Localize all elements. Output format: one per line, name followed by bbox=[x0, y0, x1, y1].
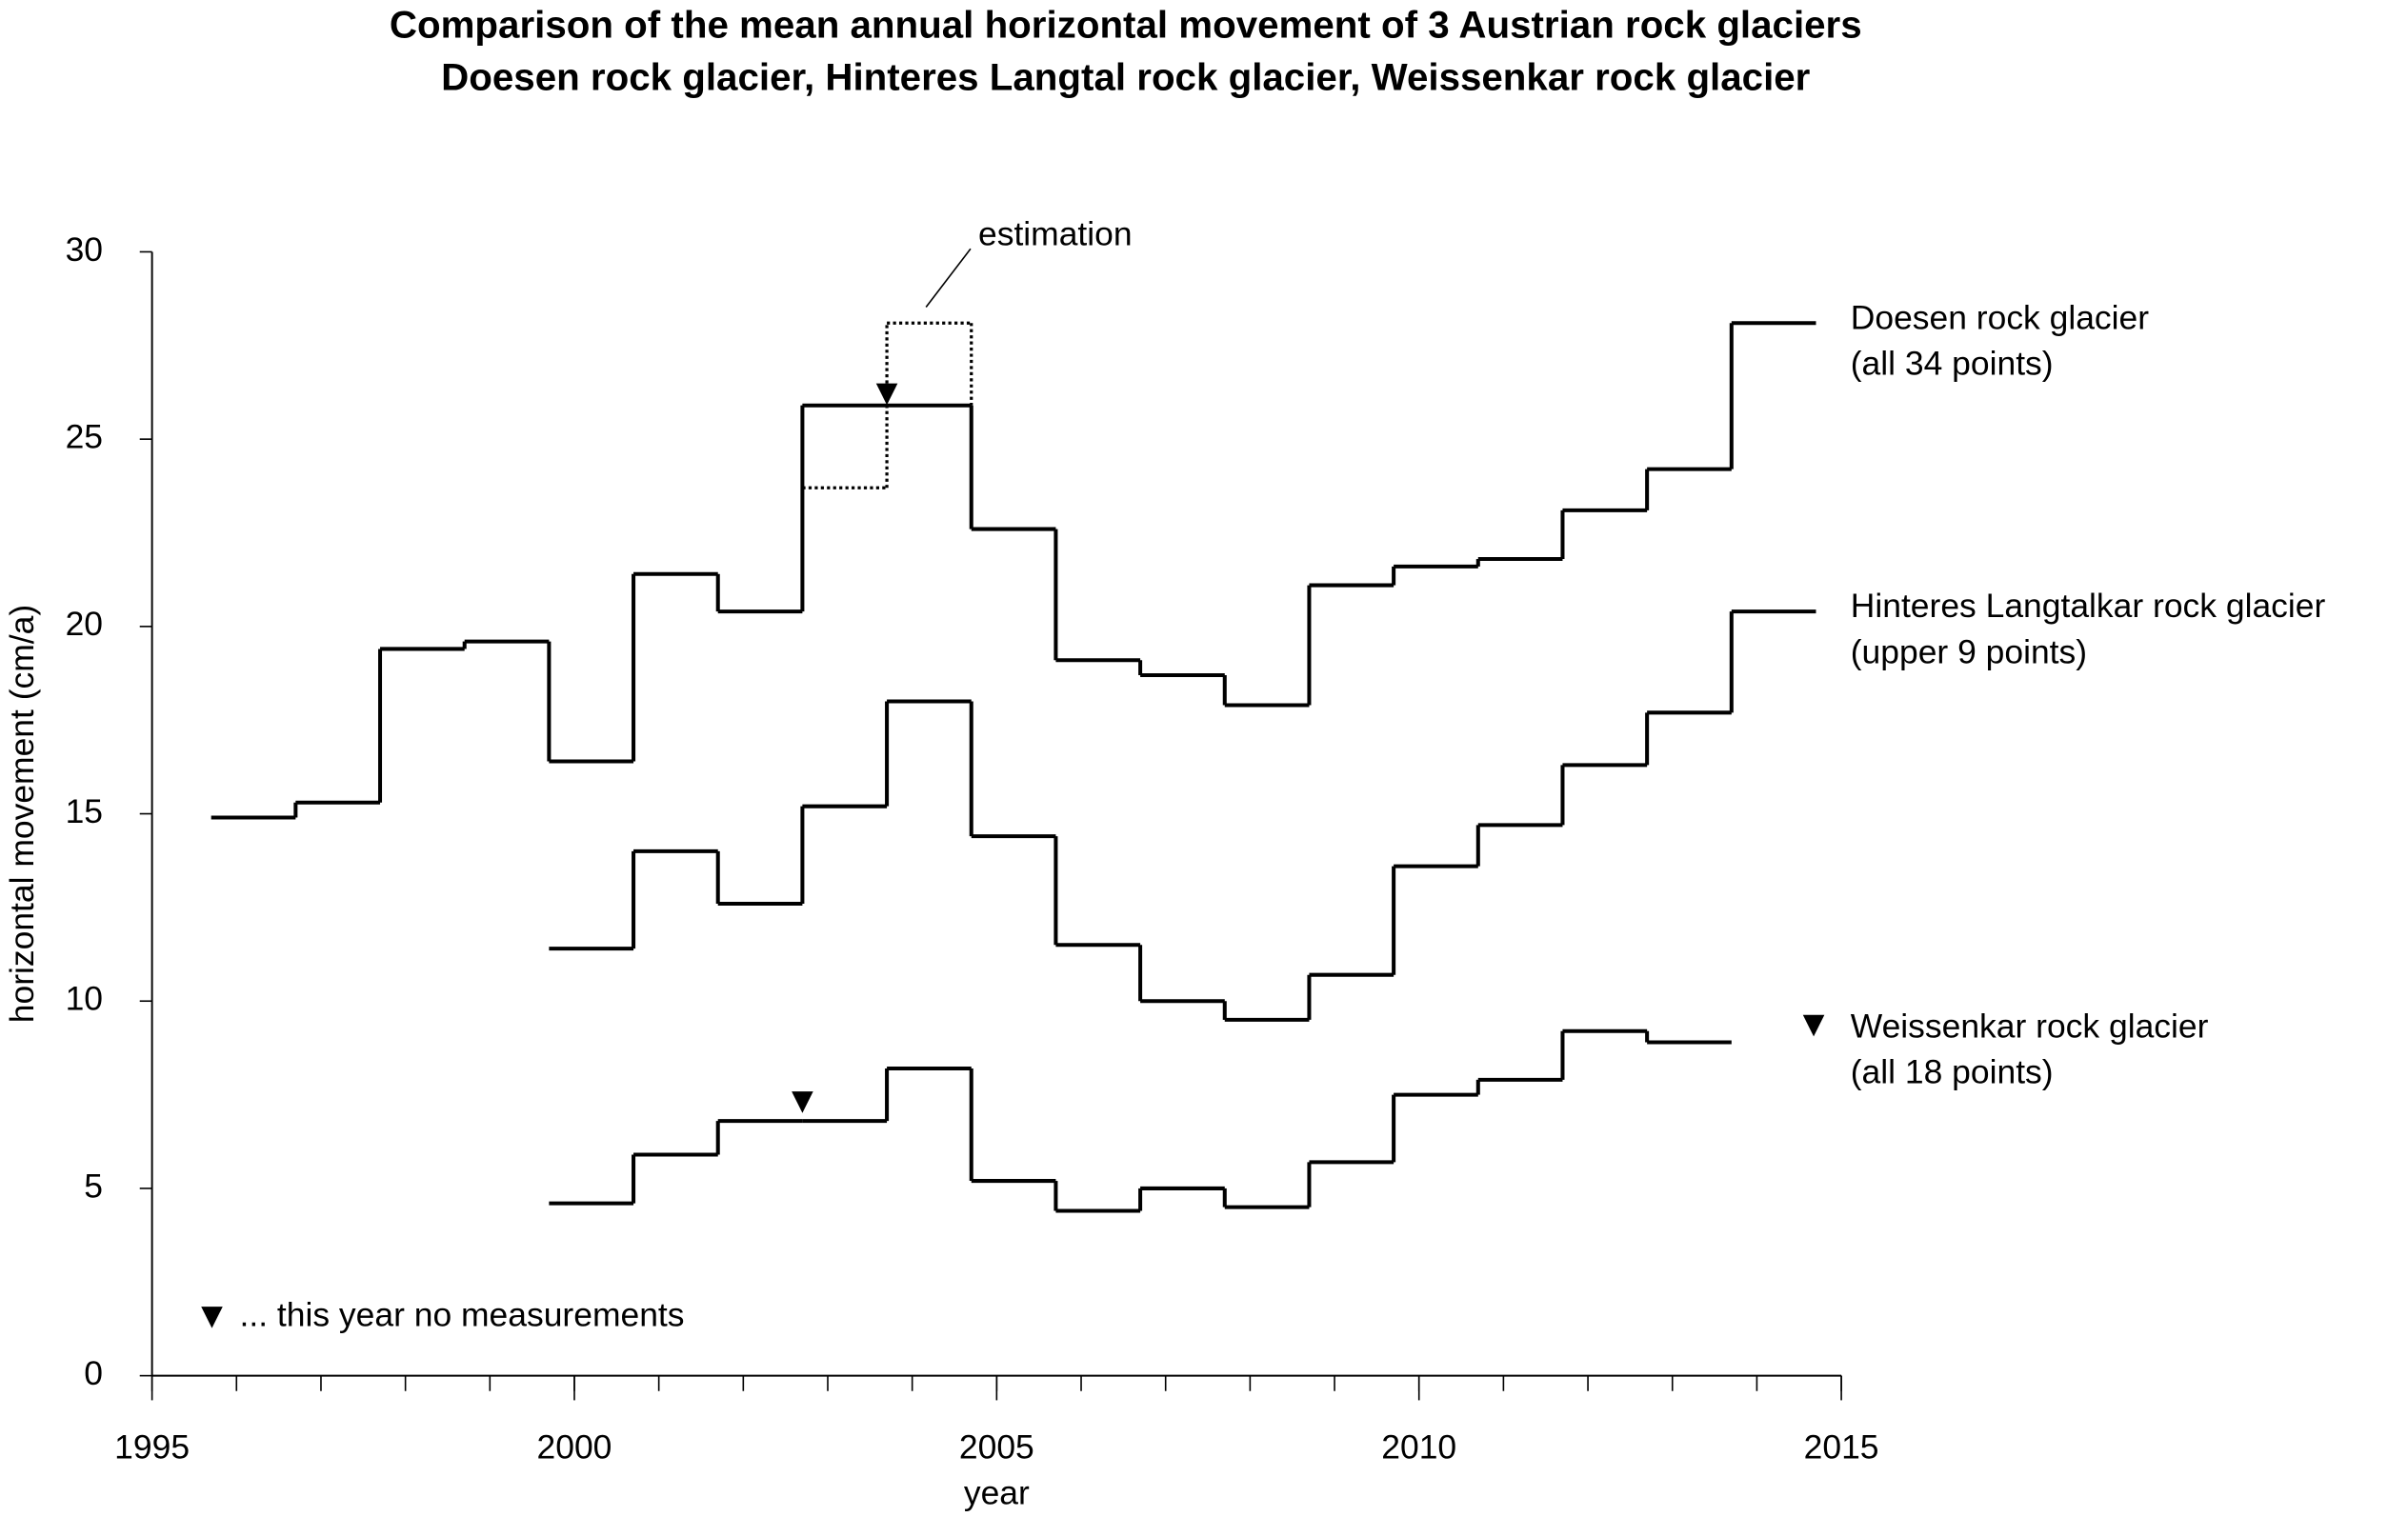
no-measurement-marker bbox=[792, 1091, 813, 1113]
x-tick-label: 1995 bbox=[114, 1427, 190, 1466]
y-tick-label: 5 bbox=[84, 1167, 103, 1205]
x-tick-label: 2015 bbox=[1804, 1427, 1879, 1466]
x-tick-label: 2000 bbox=[537, 1427, 612, 1466]
x-axis-label: year bbox=[964, 1474, 1030, 1512]
y-tick-label: 0 bbox=[84, 1354, 103, 1392]
chart-subtitle: Doesen rock glacier, Hinteres Langtal ro… bbox=[441, 56, 1811, 99]
legend-marker bbox=[201, 1307, 223, 1328]
y-tick-label: 10 bbox=[66, 980, 103, 1018]
series-label: Hinteres Langtalkar rock glacier bbox=[1851, 587, 2326, 625]
series-note: (all 34 points) bbox=[1851, 345, 2054, 383]
y-tick-label: 30 bbox=[66, 230, 103, 269]
y-tick-label: 20 bbox=[66, 605, 103, 643]
annotation-leader bbox=[925, 248, 972, 308]
y-axis-label: horizontal movement (cm/a) bbox=[3, 605, 41, 1023]
annotation: estimation bbox=[978, 215, 1133, 253]
x-tick-label: 2005 bbox=[959, 1427, 1034, 1466]
no-measurement-marker bbox=[875, 383, 898, 406]
series-note: (upper 9 points) bbox=[1851, 633, 2087, 671]
chart-title: Comparison of the mean annual horizontal… bbox=[390, 4, 1862, 47]
y-tick-label: 15 bbox=[66, 792, 103, 830]
legend-marker bbox=[1802, 1014, 1825, 1037]
no-measurement-label: ... this year no measurements bbox=[240, 1296, 685, 1334]
y-tick-label: 25 bbox=[66, 418, 103, 456]
x-tick-label: 2010 bbox=[1381, 1427, 1456, 1466]
series-label: Weissenkar rock glacier bbox=[1851, 1007, 2209, 1045]
series-label: Doesen rock glacier bbox=[1851, 298, 2150, 336]
series-note: (all 18 points) bbox=[1851, 1053, 2054, 1091]
